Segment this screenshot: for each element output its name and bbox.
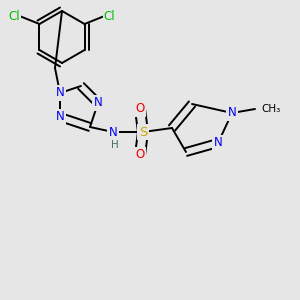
Text: O: O [135, 103, 145, 116]
Text: O: O [135, 148, 145, 161]
Text: N: N [56, 110, 64, 124]
Text: N: N [56, 86, 64, 100]
Text: Cl: Cl [9, 10, 20, 22]
Text: S: S [139, 125, 147, 139]
Text: Cl: Cl [104, 10, 115, 22]
Text: H: H [111, 140, 119, 150]
Text: N: N [214, 136, 222, 149]
Text: CH₃: CH₃ [261, 104, 280, 114]
Text: N: N [109, 125, 117, 139]
Text: N: N [228, 106, 236, 119]
Text: N: N [94, 97, 102, 110]
